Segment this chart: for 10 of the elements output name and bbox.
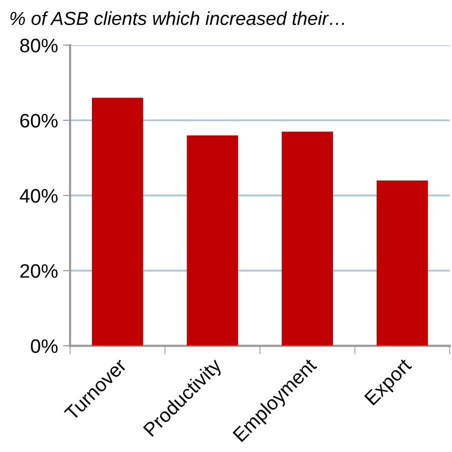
bar [92,98,144,346]
y-tick-label: 60% [20,114,58,128]
bar [186,135,238,346]
chart-title: % of ASB clients which increased their… [10,11,344,26]
y-tick-label: 40% [20,188,58,203]
y-tick-label: 20% [20,264,58,278]
y-tick-label: 0% [30,339,58,354]
bar [282,132,333,346]
y-tick-label: 80% [20,38,58,52]
bar [376,180,428,346]
